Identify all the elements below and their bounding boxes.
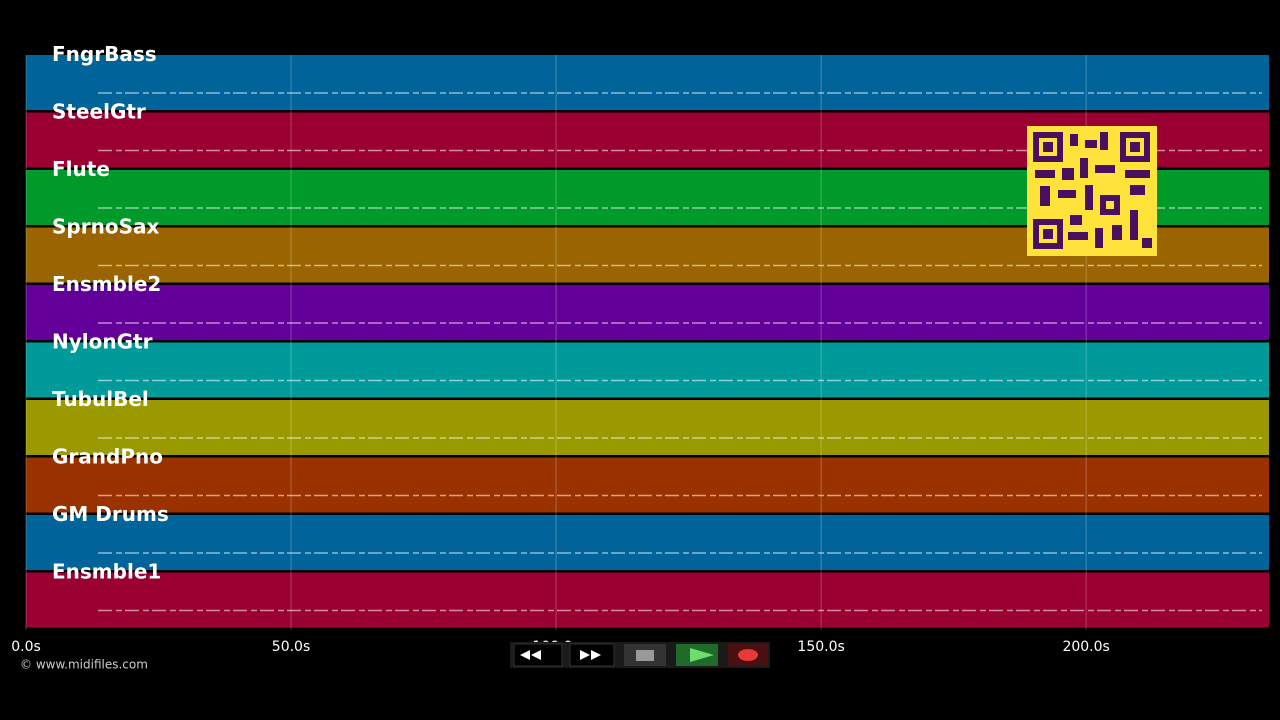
track-label: TubulBel: [52, 387, 149, 411]
track-label: GM Drums: [52, 502, 169, 526]
track-label: GrandPno: [52, 445, 163, 469]
qr-code: [1027, 126, 1157, 256]
track-band: [26, 515, 1269, 570]
track-label: SprnoSax: [52, 215, 159, 239]
forward-button[interactable]: [569, 643, 615, 667]
tick-label: 0.0s: [11, 639, 41, 655]
tick-label: 150.0s: [797, 639, 844, 655]
track-labels: FngrBass SteelGtr Flute SprnoSax Ensmble2 Nyl…: [52, 42, 169, 584]
track-label: NylonGtr: [52, 330, 153, 354]
track-band: [26, 457, 1269, 513]
track-label: Ensmble2: [52, 272, 161, 296]
track-label: Flute: [52, 157, 110, 181]
track-label: FngrBass: [52, 42, 157, 66]
tick-label: 50.0s: [272, 639, 310, 655]
track-label: Ensmble1: [52, 560, 161, 584]
track-band: [26, 342, 1269, 398]
rewind-button[interactable]: [513, 643, 563, 667]
track-band: [26, 55, 1269, 110]
grid: [25, 55, 1087, 630]
copyright: © www.midifiles.com: [20, 658, 148, 672]
record-button[interactable]: [728, 644, 768, 666]
track-band: [26, 285, 1269, 340]
track-band: [26, 400, 1269, 455]
tick-label: 200.0s: [1062, 639, 1109, 655]
transport-controls: [510, 642, 770, 668]
play-button[interactable]: [676, 644, 718, 666]
track-band: [26, 572, 1269, 628]
stop-button[interactable]: [624, 644, 666, 666]
track-label: SteelGtr: [52, 100, 146, 124]
